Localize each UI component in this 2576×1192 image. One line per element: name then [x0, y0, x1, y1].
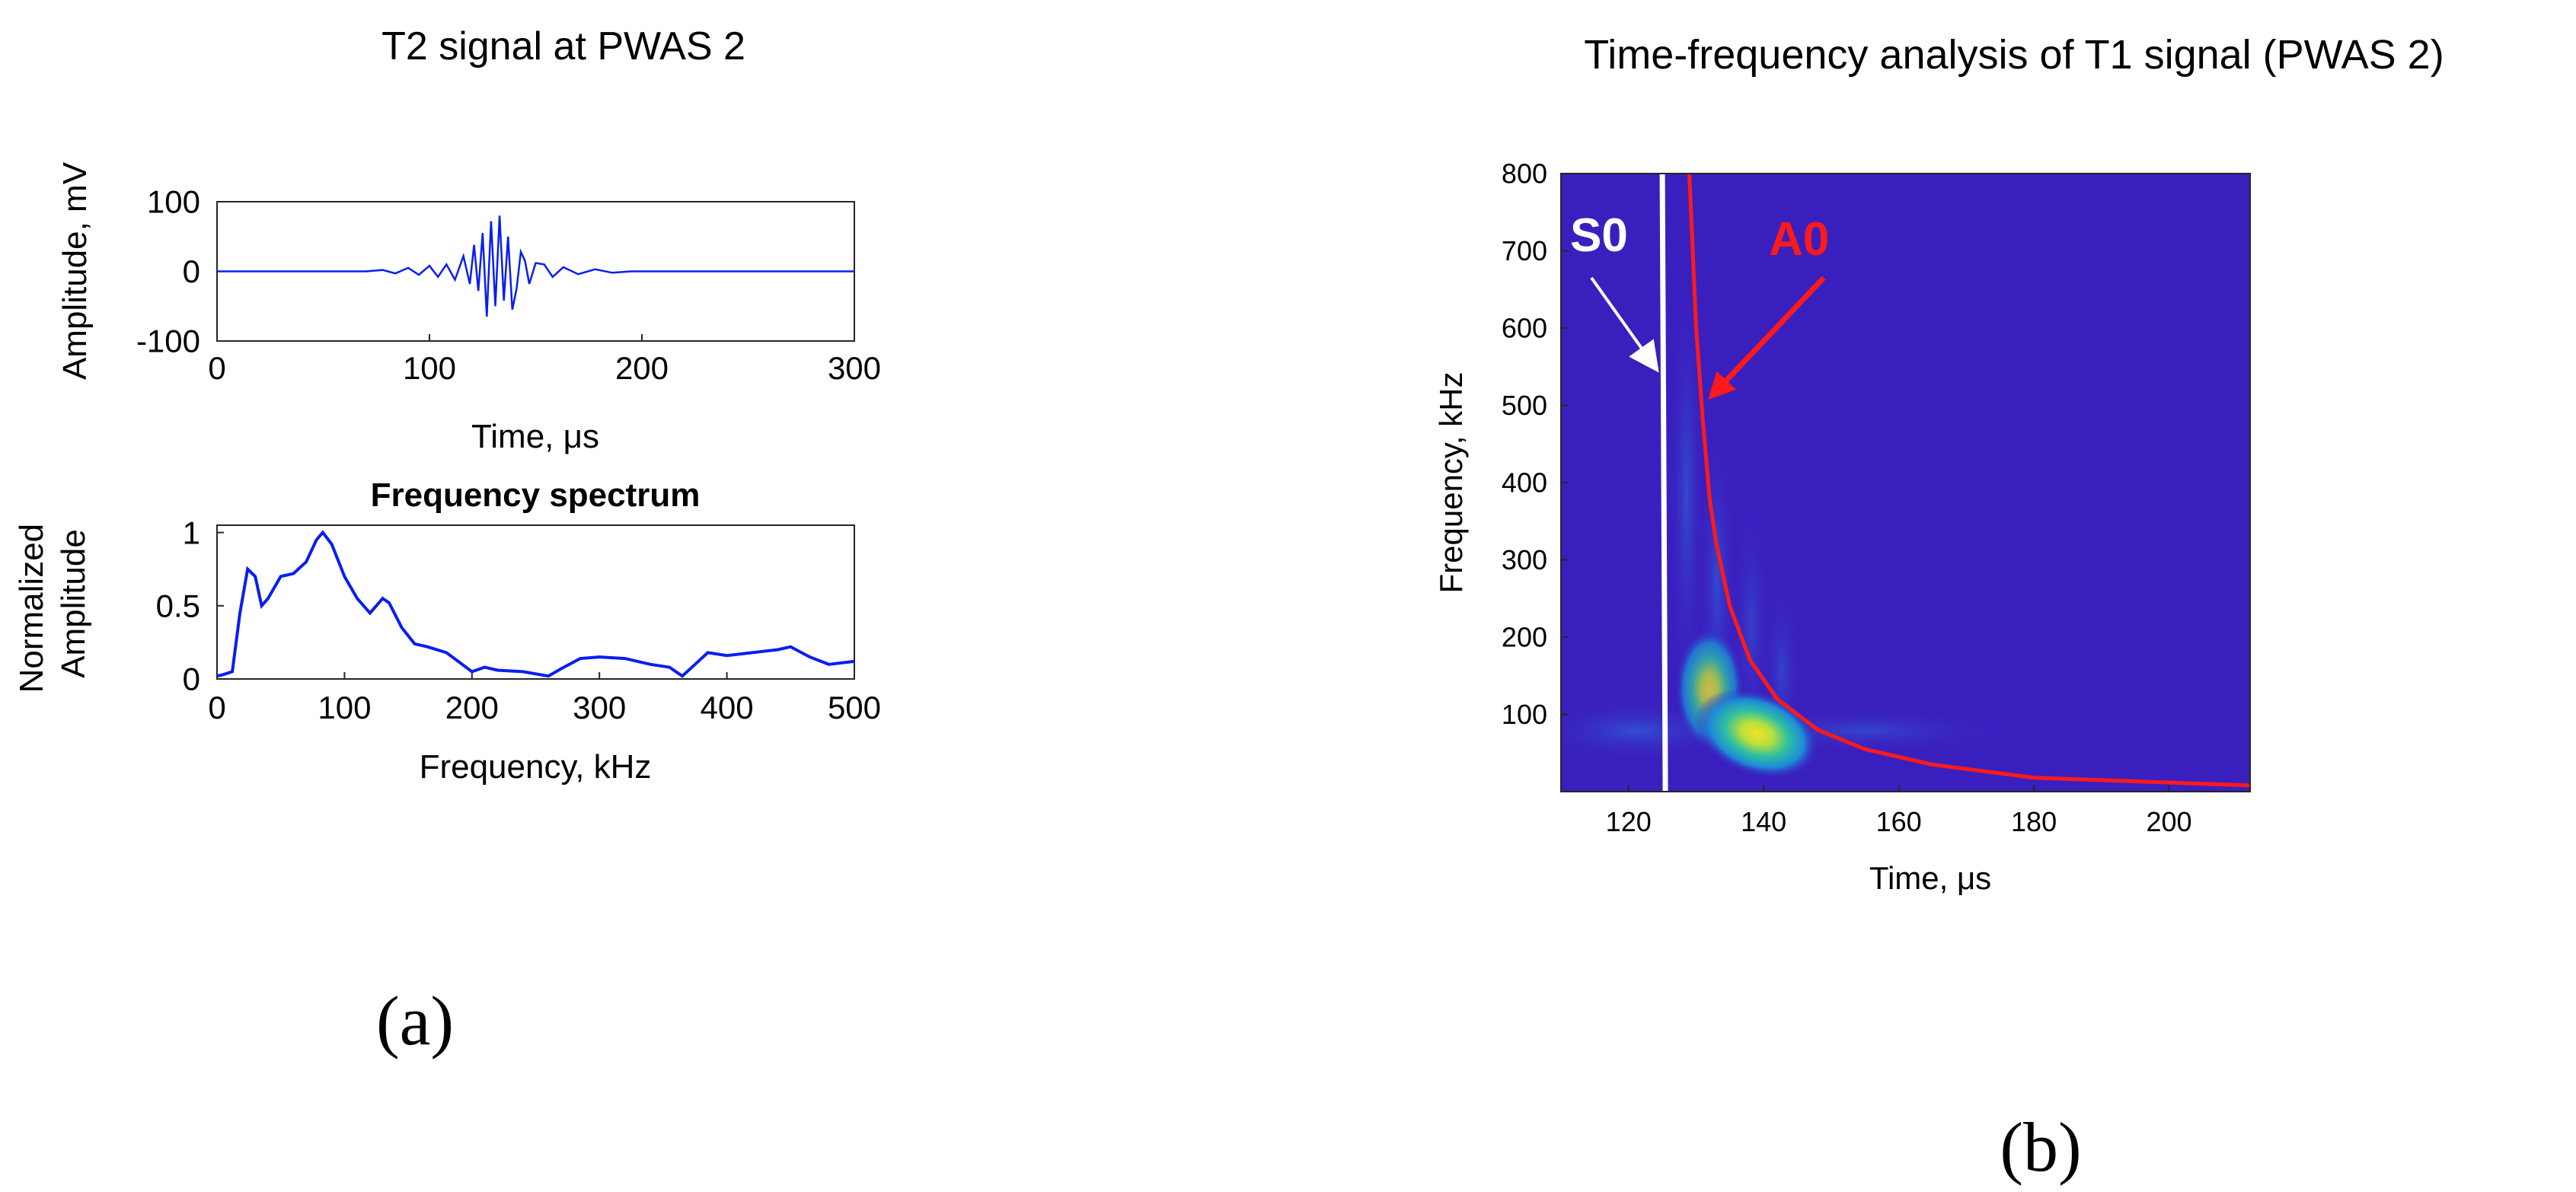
x-tick-label: 300 [828, 350, 881, 386]
x-tick-label: 100 [403, 350, 456, 386]
s0-mode-line [1659, 174, 1668, 792]
s0-label: S0 [1570, 209, 1628, 262]
y-tick-label: 300 [1502, 544, 1547, 575]
x-tick-label: 0 [208, 690, 225, 725]
panel-a-caption: (a) [376, 982, 454, 1060]
frequency-spectrum-x-axis-label: Frequency, kHz [420, 748, 652, 786]
x-tick-label: 120 [1606, 806, 1652, 837]
frequency-spectrum-series-line [216, 530, 855, 678]
frequency-spectrum-y-axis-label-line-1: Normalized [13, 524, 50, 693]
y-tick-label: 400 [1502, 467, 1547, 499]
time-signal-series-line [217, 215, 854, 317]
x-tick-label: 160 [1876, 806, 1922, 837]
spectrogram-energy-peak [1694, 688, 1820, 779]
y-tick-label: 500 [1502, 390, 1547, 421]
x-tick-label: 100 [318, 690, 371, 725]
time-frequency-chart: 120 140 160 180 200100200300400500600700800 … [1433, 158, 2251, 896]
a0-arrow [1708, 276, 1826, 400]
time-frequency-x-axis-label: Time, μs [1869, 860, 1991, 896]
y-tick-label: 600 [1502, 313, 1547, 344]
spectrogram-energy-glow [1670, 274, 1703, 716]
y-tick-label: 700 [1502, 235, 1547, 266]
panel-b-caption: (b) [2000, 1108, 2081, 1186]
x-tick-label: 200 [445, 690, 499, 725]
y-tick-label: 800 [1502, 158, 1547, 190]
frequency-spectrum-chart: Frequency spectrum 0 100 200 300 400 500 0 0.5 1… [13, 476, 881, 786]
y-tick-label: 0 [183, 253, 200, 289]
y-tick-label: -100 [136, 323, 200, 359]
x-tick-label: 300 [573, 690, 626, 725]
a0-label: A0 [1769, 213, 1829, 266]
y-tick-label: 200 [1502, 622, 1547, 653]
y-tick-label: 1 [183, 515, 200, 550]
frequency-spectrum-y-axis-label-line-2: Amplitude [55, 529, 92, 678]
x-tick-label: 500 [828, 690, 881, 725]
y-tick-label: 0.5 [156, 588, 200, 624]
time-signal-y-axis-label: Amplitude, mV [56, 161, 94, 380]
x-tick-label: 0 [208, 350, 225, 386]
s0-arrow [1590, 276, 1659, 373]
x-tick-label: 400 [701, 690, 754, 725]
time-frequency-y-axis-label: Frequency, kHz [1433, 372, 1469, 594]
x-tick-label: 140 [1741, 806, 1786, 837]
y-tick-label: 100 [147, 184, 200, 220]
y-tick-label: 100 [1502, 699, 1547, 730]
a0-mode-curve [1687, 174, 2250, 788]
frequency-spectrum-title: Frequency spectrum [371, 476, 701, 514]
x-tick-label: 180 [2011, 806, 2057, 837]
panel-a-heading: T2 signal at PWAS 2 [381, 24, 745, 69]
frequency-spectrum-y-axis-label: Normalized Amplitude [13, 515, 92, 693]
x-tick-label: 200 [615, 350, 669, 386]
y-tick-label: 0 [183, 661, 200, 697]
x-tick-label: 200 [2146, 806, 2191, 837]
time-signal-x-axis-label: Time, μs [471, 418, 599, 455]
panel-b-heading: Time-frequency analysis of T1 signal (PW… [1584, 32, 2444, 78]
